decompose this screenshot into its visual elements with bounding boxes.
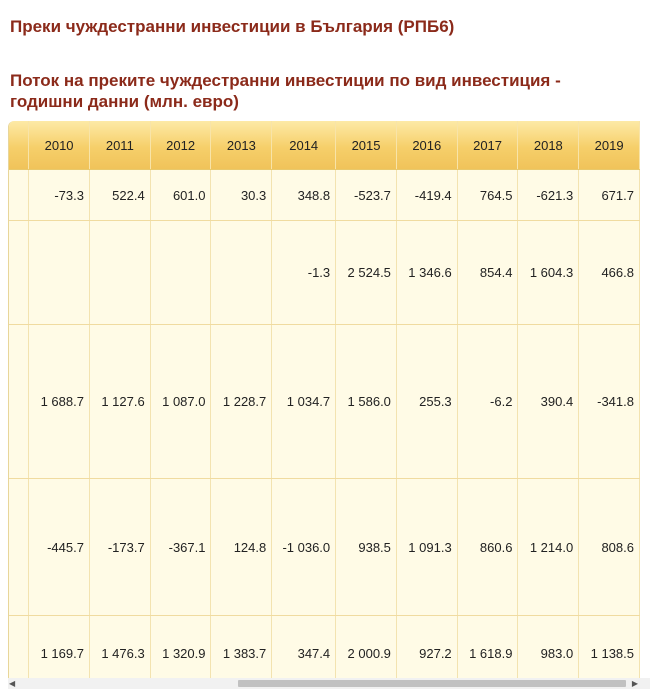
page-title: Преки чуждестранни инвестиции в България… [10,17,455,36]
table-row: Т -73.3 522.4 601.0 30.3 348.8 -523.7 -4… [9,169,640,221]
year-header[interactable]: 2010 [28,121,90,170]
year-header[interactable]: 2011 [89,121,151,170]
table-cell: 1 604.3 [517,220,580,325]
table-cell: 1 169.7 [28,615,90,689]
table-cell: -419.4 [396,169,458,221]
scroll-right-icon[interactable]: ▶ [631,679,638,688]
table-cell: 808.6 [578,478,640,616]
table-cell: 1 346.6 [396,220,458,325]
table-cell: 30.3 [210,169,273,221]
table-cell: 2 000.9 [335,615,397,689]
year-header[interactable]: 2015 [335,121,397,170]
year-header[interactable]: 2017 [457,121,519,170]
fdi-table: 2010 2011 2012 2013 2014 2015 2016 2017 … [9,121,640,689]
year-header[interactable]: 2012 [150,121,212,170]
table-cell: -173.7 [89,478,151,616]
table-cell: 1 034.7 [271,324,337,479]
table-cell: 1 228.7 [210,324,273,479]
scrollbar-thumb[interactable] [238,680,626,687]
table-cell: 671.7 [578,169,640,221]
table-cell: 938.5 [335,478,397,616]
table-cell: 1 320.9 [150,615,212,689]
table-cell: 764.5 [457,169,519,221]
table-cell [150,220,212,325]
table-cell: 983.0 [517,615,580,689]
horizontal-scrollbar[interactable]: ◀ ▶ [8,678,650,689]
table-cell: 255.3 [396,324,458,479]
table-cell: -6.2 [457,324,519,479]
table-cell: -367.1 [150,478,212,616]
row-label: Т [9,220,30,325]
row-label: Т [9,478,30,616]
table-cell: 1 087.0 [150,324,212,479]
table-cell: -1 036.0 [271,478,337,616]
table-row: Т -1.3 2 524.5 1 346.6 854.4 1 604.3 466… [9,220,640,325]
table-cell: 860.6 [457,478,519,616]
header-label-cell [9,121,30,170]
year-header[interactable]: 2014 [271,121,337,170]
table-cell: 1 138.5 [578,615,640,689]
table-subtitle: Поток на преките чуждестранни инвестиции… [10,71,561,111]
table-cell [210,220,273,325]
table-row: Т 1 688.7 1 127.6 1 087.0 1 228.7 1 034.… [9,324,640,479]
table-cell: 1 476.3 [89,615,151,689]
row-label: Т [9,324,30,479]
table-cell: 1 214.0 [517,478,580,616]
table-cell: 2 524.5 [335,220,397,325]
table-cell: -1.3 [271,220,337,325]
table-row: Т 1 169.7 1 476.3 1 320.9 1 383.7 347.4 … [9,615,640,689]
table-cell: 927.2 [396,615,458,689]
year-header[interactable]: 2019 [578,121,640,170]
year-header[interactable]: 2018 [517,121,580,170]
table-cell: 1 383.7 [210,615,273,689]
table-cell: 347.4 [271,615,337,689]
scroll-left-icon[interactable]: ◀ [9,679,16,688]
table-cell [89,220,151,325]
table-cell: -341.8 [578,324,640,479]
table-cell: 1 586.0 [335,324,397,479]
table-cell: 466.8 [578,220,640,325]
table-row: Т -445.7 -173.7 -367.1 124.8 -1 036.0 93… [9,478,640,616]
table-cell: -621.3 [517,169,580,221]
table-cell: 1 618.9 [457,615,519,689]
table-cell: 348.8 [271,169,337,221]
table-cell: 854.4 [457,220,519,325]
row-label: Т [9,615,30,689]
table-cell: 390.4 [517,324,580,479]
table-cell: -523.7 [335,169,397,221]
table-cell: 1 127.6 [89,324,151,479]
table-cell: 522.4 [89,169,151,221]
year-header[interactable]: 2013 [210,121,273,170]
table-cell: 124.8 [210,478,273,616]
table-cell: 1 688.7 [28,324,90,479]
table-cell: 601.0 [150,169,212,221]
header-row: 2010 2011 2012 2013 2014 2015 2016 2017 … [9,121,640,170]
table-cell [28,220,90,325]
row-label: Т [9,169,30,221]
table-cell: -73.3 [28,169,90,221]
table-cell: -445.7 [28,478,90,616]
year-header[interactable]: 2016 [396,121,458,170]
table-cell: 1 091.3 [396,478,458,616]
fdi-table-container: 2010 2011 2012 2013 2014 2015 2016 2017 … [8,121,651,689]
